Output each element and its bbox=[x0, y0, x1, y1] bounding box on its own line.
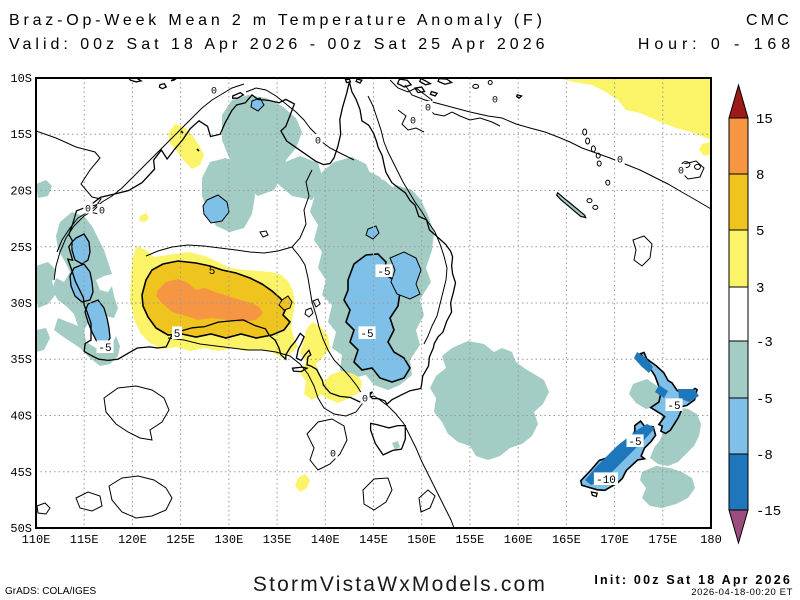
svg-text:0: 0 bbox=[315, 137, 321, 148]
svg-text:170E: 170E bbox=[600, 533, 629, 547]
svg-text:30S: 30S bbox=[10, 297, 32, 311]
svg-text:-5: -5 bbox=[756, 392, 773, 408]
svg-text:2026-04-18-00:20 ET: 2026-04-18-00:20 ET bbox=[691, 587, 793, 598]
svg-text:3: 3 bbox=[756, 281, 764, 297]
svg-text:-5: -5 bbox=[360, 329, 373, 341]
svg-text:165E: 165E bbox=[552, 533, 581, 547]
svg-text:15S: 15S bbox=[10, 128, 32, 142]
svg-text:175E: 175E bbox=[648, 533, 677, 547]
svg-text:Valid: 00z Sat 18 Apr 2026 - 0: Valid: 00z Sat 18 Apr 2026 - 00z Sat 25 … bbox=[9, 36, 549, 53]
svg-text:110E: 110E bbox=[22, 533, 51, 547]
svg-text:10S: 10S bbox=[10, 72, 32, 86]
svg-text:0: 0 bbox=[85, 205, 91, 216]
svg-text:160E: 160E bbox=[504, 533, 533, 547]
svg-text:0: 0 bbox=[425, 104, 431, 115]
svg-text:150E: 150E bbox=[407, 533, 436, 547]
svg-text:115E: 115E bbox=[70, 533, 99, 547]
svg-text:0: 0 bbox=[362, 395, 368, 406]
svg-text:45S: 45S bbox=[10, 466, 32, 480]
svg-text:15: 15 bbox=[756, 112, 773, 128]
svg-text:180: 180 bbox=[700, 533, 722, 547]
svg-text:CMC: CMC bbox=[746, 12, 792, 29]
svg-text:-5: -5 bbox=[667, 401, 680, 413]
svg-text:40S: 40S bbox=[10, 410, 32, 424]
svg-text:0: 0 bbox=[99, 207, 105, 218]
svg-text:140E: 140E bbox=[311, 533, 340, 547]
svg-text:25S: 25S bbox=[10, 241, 32, 255]
svg-text:5: 5 bbox=[756, 224, 764, 240]
svg-text:-5: -5 bbox=[628, 437, 641, 449]
svg-text:35S: 35S bbox=[10, 353, 32, 367]
svg-text:0: 0 bbox=[617, 156, 623, 167]
svg-text:20S: 20S bbox=[10, 185, 32, 199]
svg-text:155E: 155E bbox=[455, 533, 484, 547]
svg-text:-5: -5 bbox=[377, 267, 390, 279]
svg-text:0: 0 bbox=[211, 87, 217, 98]
svg-text:0: 0 bbox=[678, 167, 684, 178]
svg-text:5: 5 bbox=[209, 266, 216, 278]
svg-text:50S: 50S bbox=[10, 522, 32, 536]
svg-text:125E: 125E bbox=[166, 533, 195, 547]
svg-text:0: 0 bbox=[492, 96, 498, 107]
svg-text:120E: 120E bbox=[118, 533, 147, 547]
svg-text:130E: 130E bbox=[214, 533, 243, 547]
svg-text:GrADS: COLA/IGES: GrADS: COLA/IGES bbox=[5, 586, 96, 597]
svg-text:Hour: 0 - 168: Hour: 0 - 168 bbox=[638, 36, 795, 53]
svg-text:-3: -3 bbox=[756, 335, 773, 351]
svg-text:8: 8 bbox=[756, 168, 764, 184]
svg-text:145E: 145E bbox=[359, 533, 388, 547]
svg-text:-8: -8 bbox=[756, 448, 773, 464]
svg-text:-10: -10 bbox=[596, 475, 616, 487]
svg-text:5: 5 bbox=[174, 329, 181, 341]
svg-text:135E: 135E bbox=[263, 533, 292, 547]
svg-text:Init: 00z Sat 18 Apr 2026: Init: 00z Sat 18 Apr 2026 bbox=[594, 573, 792, 587]
svg-text:-15: -15 bbox=[756, 504, 781, 520]
svg-text:Braz-Op-Week Mean 2 m Temperat: Braz-Op-Week Mean 2 m Temperature Anomal… bbox=[9, 12, 546, 29]
svg-text:-5: -5 bbox=[98, 343, 111, 355]
svg-text:StormVistaWxModels.com: StormVistaWxModels.com bbox=[253, 573, 547, 596]
svg-text:0: 0 bbox=[330, 450, 336, 461]
svg-text:0: 0 bbox=[410, 117, 416, 128]
